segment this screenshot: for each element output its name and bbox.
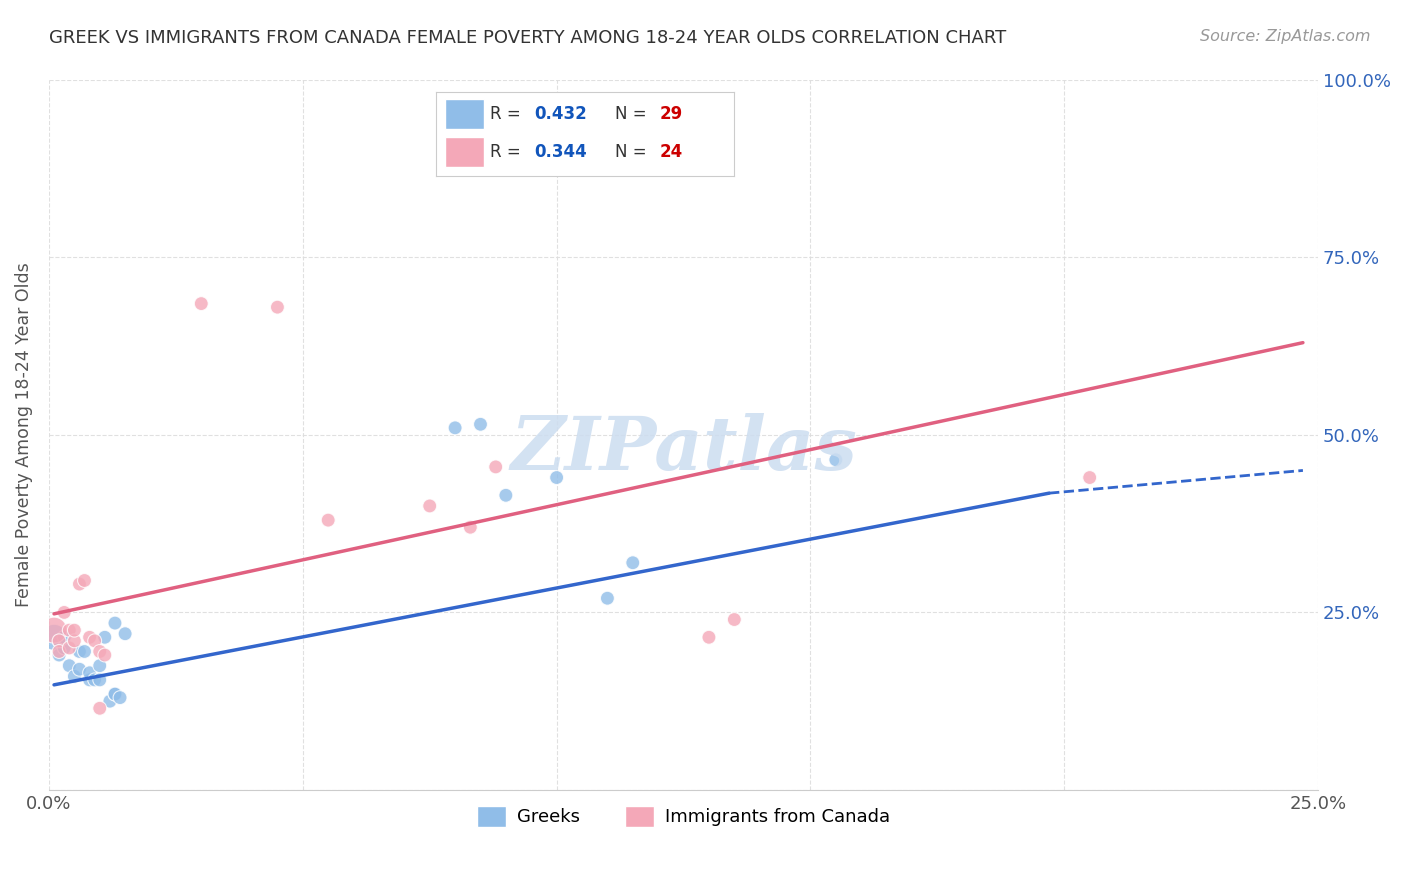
Point <box>697 630 720 644</box>
Point <box>104 616 127 631</box>
Point <box>316 513 339 527</box>
Point <box>824 452 846 467</box>
Point <box>83 673 105 687</box>
Legend: Greeks, Immigrants from Canada: Greeks, Immigrants from Canada <box>470 799 897 834</box>
Point <box>495 488 517 502</box>
Point <box>73 644 96 658</box>
Point <box>114 626 136 640</box>
Point <box>63 669 86 683</box>
Point <box>723 613 745 627</box>
Point <box>63 623 86 637</box>
Point <box>104 687 127 701</box>
Point <box>104 687 127 701</box>
Point <box>1078 470 1101 484</box>
Point <box>419 499 441 513</box>
Point <box>485 459 508 474</box>
Point <box>67 577 90 591</box>
Point <box>53 630 76 644</box>
Point <box>58 640 80 655</box>
Point <box>73 574 96 588</box>
Point <box>89 701 111 715</box>
Point <box>67 644 90 658</box>
Point <box>89 673 111 687</box>
Point <box>48 633 70 648</box>
Point <box>89 658 111 673</box>
Point <box>42 630 65 644</box>
Point <box>546 470 568 484</box>
Point <box>58 623 80 637</box>
Point <box>266 300 288 314</box>
Point <box>53 606 76 620</box>
Point <box>98 694 121 708</box>
Text: GREEK VS IMMIGRANTS FROM CANADA FEMALE POVERTY AMONG 18-24 YEAR OLDS CORRELATION: GREEK VS IMMIGRANTS FROM CANADA FEMALE P… <box>49 29 1007 46</box>
Point <box>460 520 482 534</box>
Point <box>67 662 90 676</box>
Point <box>94 648 117 662</box>
Point <box>48 644 70 658</box>
Point <box>94 630 117 644</box>
Text: ZIPatlas: ZIPatlas <box>510 413 858 485</box>
Text: Source: ZipAtlas.com: Source: ZipAtlas.com <box>1201 29 1371 44</box>
Point <box>42 623 65 637</box>
Point <box>79 630 101 644</box>
Point <box>83 633 105 648</box>
Y-axis label: Female Poverty Among 18-24 Year Olds: Female Poverty Among 18-24 Year Olds <box>15 262 32 607</box>
Point <box>108 690 131 705</box>
Point <box>79 665 101 680</box>
Point <box>53 640 76 655</box>
Point <box>79 673 101 687</box>
Point <box>596 591 619 606</box>
Point <box>58 658 80 673</box>
Point <box>470 417 492 432</box>
Point <box>444 421 467 435</box>
Point <box>48 633 70 648</box>
Point <box>621 556 644 570</box>
Point <box>190 296 212 310</box>
Point <box>48 648 70 662</box>
Point <box>63 633 86 648</box>
Point <box>89 644 111 658</box>
